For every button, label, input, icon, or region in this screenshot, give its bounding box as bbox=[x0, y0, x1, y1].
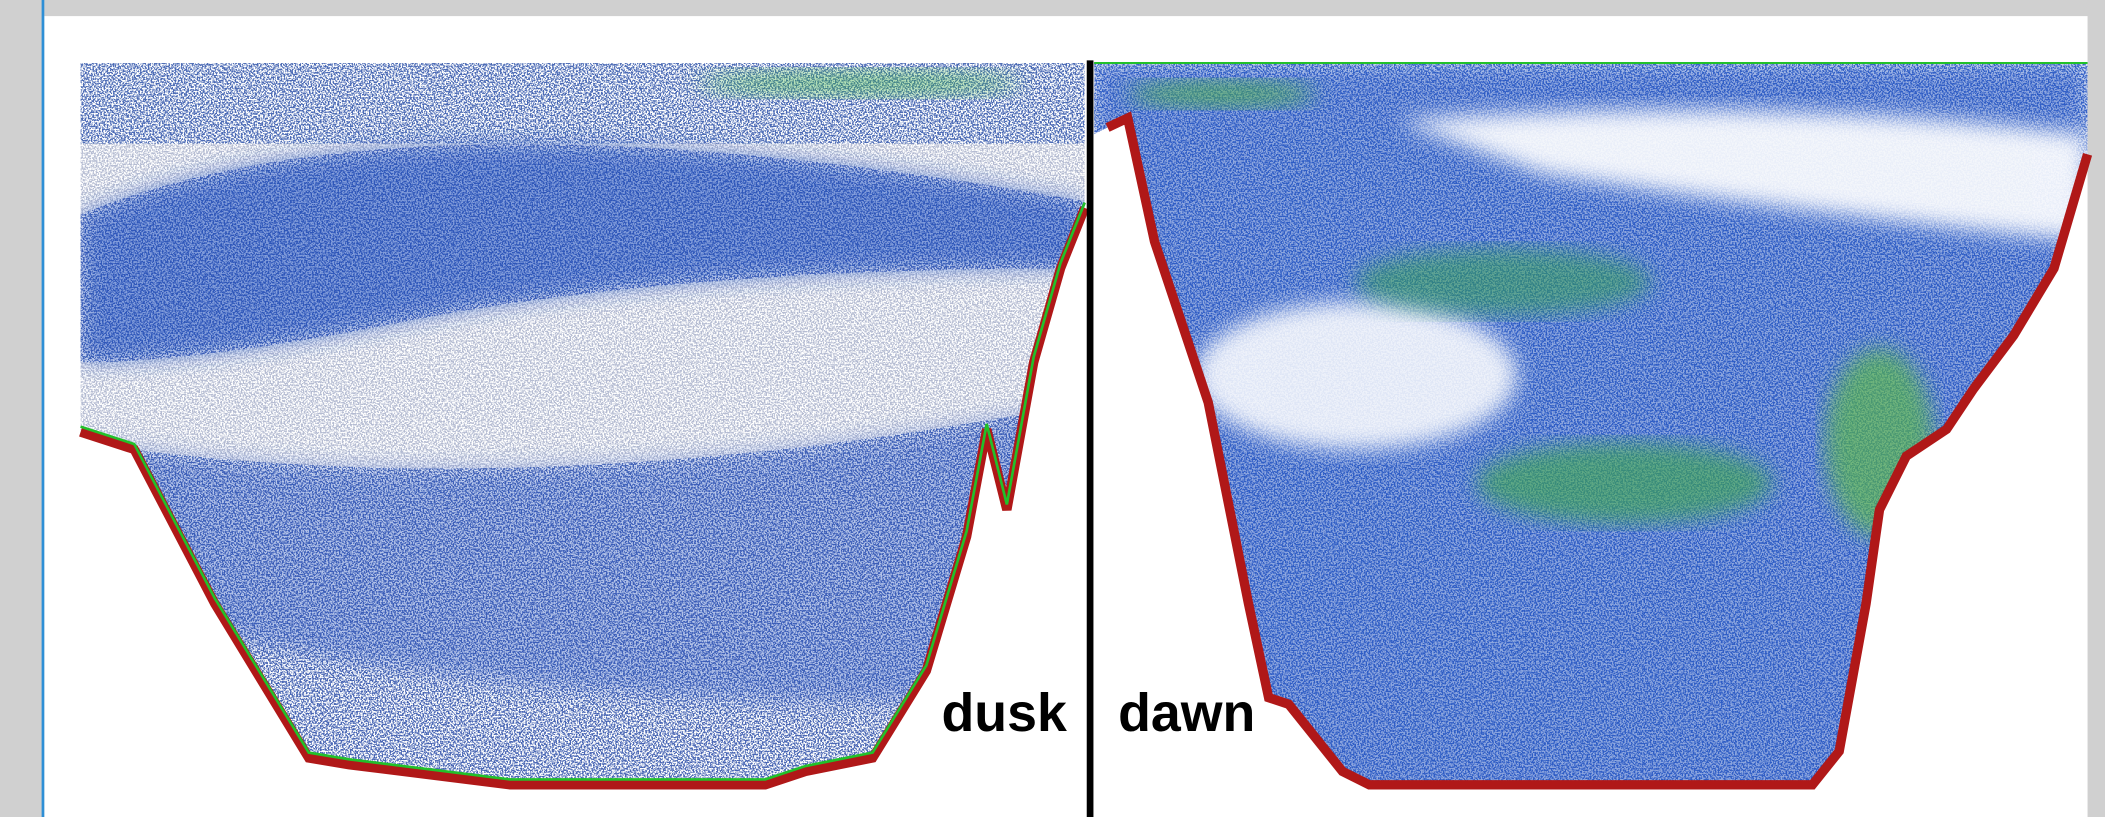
echogram-figure: dusk dawn bbox=[0, 0, 2105, 817]
page: dusk dawn (() => { const data = JSON.par… bbox=[0, 0, 2105, 817]
label-dawn: dawn bbox=[1118, 683, 1255, 743]
label-dusk: dusk bbox=[942, 683, 1067, 743]
